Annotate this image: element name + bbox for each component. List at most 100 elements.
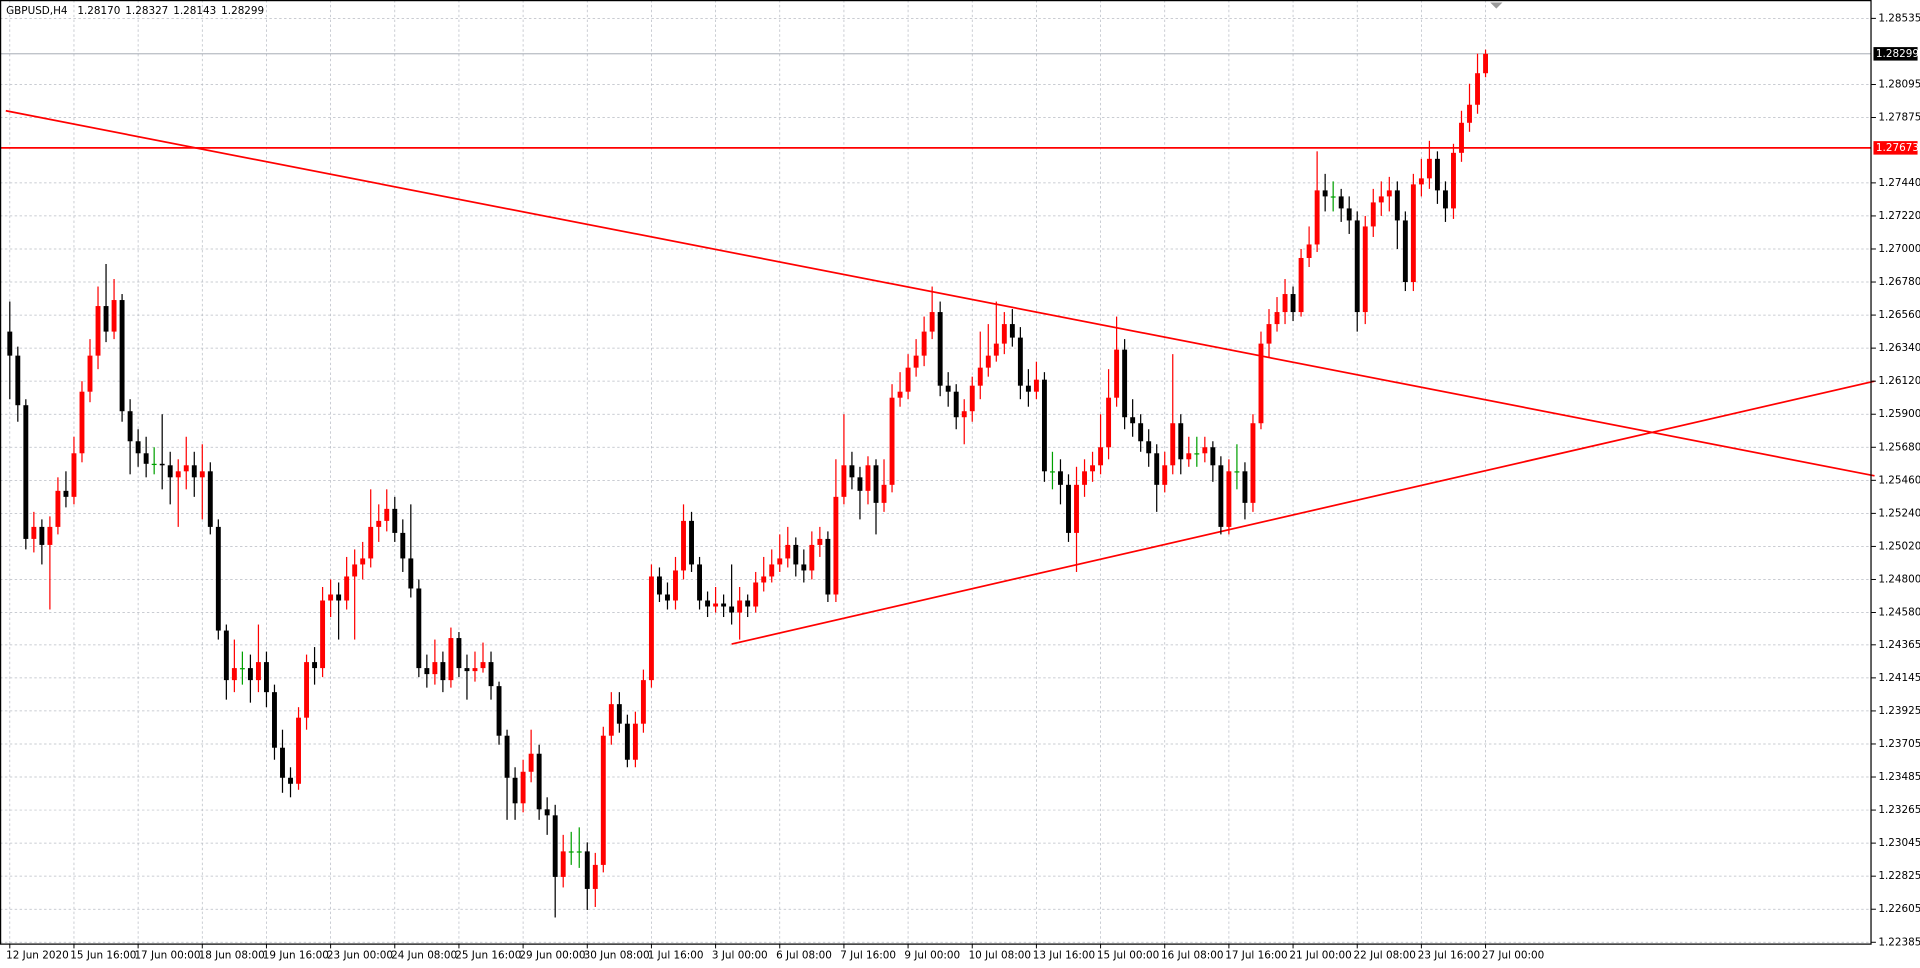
y-tick-label: 1.24145 [1878, 672, 1920, 684]
bid-label-box [1873, 47, 1918, 61]
candle-body [183, 465, 189, 472]
candle-body [7, 331, 13, 356]
candle-body [1194, 453, 1200, 455]
candle-body [841, 465, 847, 497]
candle-body [961, 411, 967, 418]
candle-body [400, 532, 406, 559]
candle-body [1258, 343, 1264, 424]
symbol: GBPUSD,H4 [6, 5, 68, 17]
candle-body [440, 662, 446, 681]
candle-body [673, 570, 678, 601]
x-tick-label: 23 Jul 16:00 [1418, 950, 1480, 962]
candle-body [897, 391, 903, 398]
y-tick-label: 1.25680 [1878, 441, 1920, 453]
candle-body [1162, 465, 1168, 485]
candle-body [1467, 104, 1472, 123]
candle-body [881, 484, 887, 503]
x-tick-label: 6 Jul 08:00 [776, 950, 832, 962]
candle-body [1242, 471, 1248, 503]
candle-body [39, 526, 45, 545]
candle-body [1017, 337, 1023, 386]
candle-body [143, 453, 149, 464]
candle-body [985, 355, 991, 368]
candle-body [119, 300, 125, 412]
candle-body [352, 564, 358, 577]
candle-body [689, 520, 694, 565]
candle-body [616, 704, 622, 724]
candle-body [1410, 184, 1416, 283]
candle-body [448, 638, 454, 681]
y-tick-label: 1.24800 [1878, 573, 1920, 585]
candle-body [1386, 190, 1392, 197]
candle-body [504, 735, 510, 778]
candle-body [520, 771, 526, 804]
candle-body [1154, 453, 1160, 485]
candle-body [1009, 324, 1015, 338]
candle-body [1298, 257, 1304, 313]
candle-body [817, 538, 823, 545]
candle-body [777, 558, 783, 565]
candle-body [1354, 220, 1360, 313]
overlay-layer: 1.28535 1.28095 1.27875 1.27440 1.27220 1.270… [6, 12, 1920, 961]
y-tick-label: 1.28095 [1878, 78, 1920, 90]
candle-body [568, 851, 574, 853]
candle-body [1106, 397, 1112, 448]
x-tick-label: 15 Jun 16:00 [70, 950, 136, 962]
candle-body [905, 367, 911, 392]
candle-body [191, 465, 197, 478]
x-tick-label: 17 Jul 16:00 [1225, 950, 1287, 962]
shift-marker[interactable] [1490, 2, 1503, 9]
candle-body [1402, 220, 1408, 283]
candle-body [697, 564, 702, 601]
candle-body [1001, 324, 1007, 344]
candle-body [1041, 379, 1047, 472]
candle-body [87, 355, 93, 392]
x-tick-label: 25 Jun 16:00 [455, 950, 521, 962]
candle-body [528, 753, 534, 772]
candle-body [1226, 471, 1232, 527]
y-tick-label: 1.23925 [1878, 705, 1920, 717]
candle-body [921, 331, 927, 356]
candle-body [312, 662, 318, 669]
candle-body [1146, 441, 1152, 454]
candle-body [929, 312, 935, 332]
candle-body [55, 490, 61, 527]
candle-body [464, 668, 470, 672]
candle-body [159, 463, 165, 466]
candle-body [1033, 379, 1039, 392]
candle-body [79, 391, 85, 454]
candle-body [793, 544, 799, 565]
x-tick-label: 24 Jun 08:00 [391, 950, 457, 962]
x-tick-label: 19 Jun 16:00 [263, 950, 329, 962]
candle-body [977, 367, 983, 386]
candle-body [231, 668, 237, 681]
trend-line [731, 380, 1875, 645]
candle-body [1178, 423, 1184, 460]
candle-body [713, 603, 719, 607]
x-tick-label: 21 Jul 00:00 [1289, 950, 1351, 962]
y-tick-label: 1.27220 [1878, 210, 1920, 222]
candle-body [328, 594, 334, 601]
candle-body [456, 638, 462, 669]
candle-body [1082, 471, 1087, 485]
y-tick-label: 1.23045 [1878, 837, 1920, 849]
candle-body [215, 526, 221, 631]
candle-body [1314, 190, 1320, 245]
x-tick-label: 7 Jul 16:00 [840, 950, 896, 962]
y-tick-label: 1.27875 [1878, 112, 1920, 124]
candle-body [584, 851, 590, 889]
candle-body [632, 723, 638, 760]
x-tick-label: 12 Jun 2020 [6, 950, 69, 962]
candle-body [1459, 122, 1464, 153]
candles-layer [7, 49, 1488, 918]
candle-body [785, 544, 791, 559]
candle-body [1346, 208, 1352, 221]
y-tick-label: 1.23265 [1878, 804, 1920, 816]
candle-body [552, 815, 558, 877]
candle-body [769, 564, 775, 577]
candle-body [1170, 423, 1176, 466]
candle-body [608, 704, 614, 736]
y-tick-label: 1.25240 [1878, 507, 1920, 519]
candle-body [681, 520, 686, 571]
